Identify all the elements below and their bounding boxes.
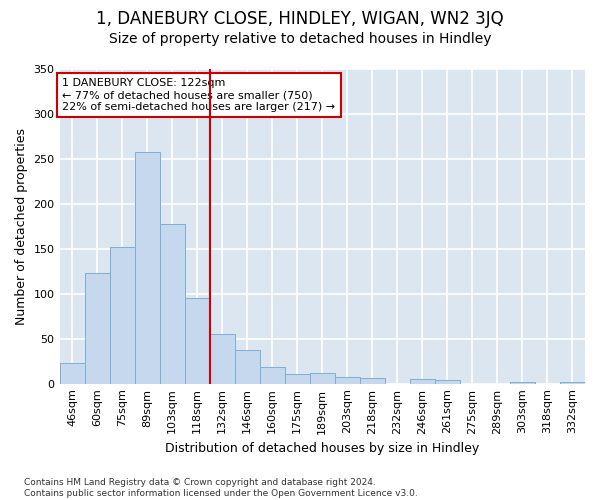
- Bar: [560, 382, 585, 384]
- Bar: [310, 373, 335, 384]
- Bar: [410, 379, 435, 384]
- Bar: [59, 363, 85, 384]
- Bar: [85, 273, 110, 384]
- Bar: [185, 298, 209, 384]
- Text: Size of property relative to detached houses in Hindley: Size of property relative to detached ho…: [109, 32, 491, 46]
- Bar: [335, 378, 360, 384]
- Text: 1, DANEBURY CLOSE, HINDLEY, WIGAN, WN2 3JQ: 1, DANEBURY CLOSE, HINDLEY, WIGAN, WN2 3…: [96, 10, 504, 28]
- Bar: [510, 382, 535, 384]
- Text: Contains HM Land Registry data © Crown copyright and database right 2024.
Contai: Contains HM Land Registry data © Crown c…: [24, 478, 418, 498]
- Y-axis label: Number of detached properties: Number of detached properties: [15, 128, 28, 325]
- X-axis label: Distribution of detached houses by size in Hindley: Distribution of detached houses by size …: [165, 442, 479, 455]
- Bar: [134, 152, 160, 384]
- Bar: [209, 334, 235, 384]
- Text: 1 DANEBURY CLOSE: 122sqm
← 77% of detached houses are smaller (750)
22% of semi-: 1 DANEBURY CLOSE: 122sqm ← 77% of detach…: [62, 78, 335, 112]
- Bar: [235, 350, 260, 384]
- Bar: [160, 224, 185, 384]
- Bar: [260, 366, 285, 384]
- Bar: [285, 374, 310, 384]
- Bar: [435, 380, 460, 384]
- Bar: [360, 378, 385, 384]
- Bar: [110, 247, 134, 384]
